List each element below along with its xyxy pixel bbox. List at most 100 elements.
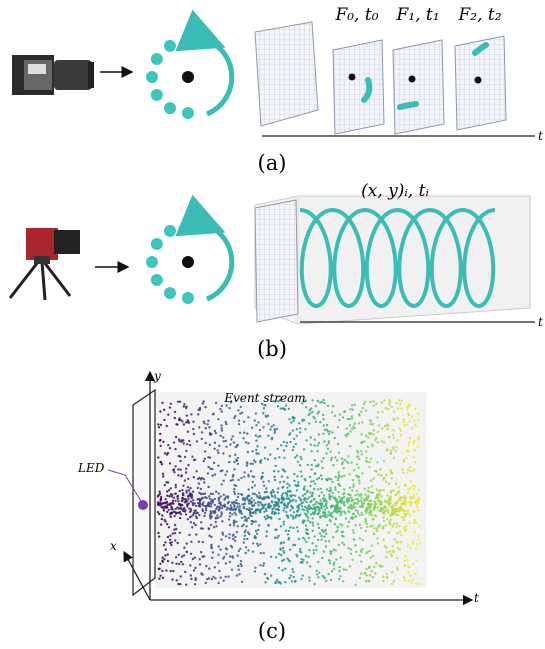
event	[413, 420, 415, 422]
event	[325, 580, 327, 582]
event	[292, 420, 294, 422]
event	[174, 417, 176, 419]
event	[198, 482, 200, 484]
event	[198, 505, 200, 507]
event	[200, 551, 202, 553]
event	[400, 429, 402, 431]
event	[201, 477, 203, 479]
event	[329, 496, 331, 498]
event	[388, 483, 390, 485]
event	[383, 460, 385, 462]
event	[233, 441, 235, 443]
event	[371, 525, 373, 527]
event	[191, 495, 193, 497]
event	[184, 456, 186, 458]
event	[174, 500, 176, 502]
event	[354, 404, 356, 406]
event	[358, 458, 360, 460]
event	[209, 444, 211, 446]
path	[393, 40, 444, 134]
event	[181, 439, 183, 441]
event	[181, 489, 183, 491]
event	[269, 428, 271, 430]
event	[294, 495, 296, 497]
event	[382, 539, 384, 541]
event	[202, 527, 204, 529]
event	[360, 411, 362, 413]
event	[405, 555, 407, 557]
event	[174, 448, 176, 450]
event	[276, 579, 278, 581]
event	[252, 463, 254, 465]
event	[404, 510, 406, 512]
event	[291, 500, 293, 502]
event	[419, 542, 421, 544]
event	[318, 571, 320, 573]
event	[190, 413, 192, 415]
event	[215, 491, 217, 493]
event	[190, 574, 192, 576]
event	[203, 555, 205, 557]
event	[349, 430, 351, 432]
event	[206, 423, 208, 425]
event	[375, 403, 377, 405]
caption: (c)	[258, 619, 286, 643]
event	[392, 525, 394, 527]
event	[333, 568, 335, 570]
event	[334, 415, 336, 417]
event	[255, 520, 257, 522]
event	[322, 418, 324, 420]
event	[321, 467, 323, 469]
event	[369, 550, 371, 552]
event	[205, 427, 207, 429]
event	[327, 405, 329, 407]
event	[309, 491, 311, 493]
event	[364, 500, 366, 502]
event	[388, 501, 390, 503]
event	[256, 533, 258, 535]
event	[187, 431, 189, 433]
event	[350, 497, 352, 499]
event	[378, 490, 380, 492]
event	[412, 442, 414, 444]
event	[315, 501, 317, 503]
event	[221, 483, 223, 485]
event	[298, 422, 300, 424]
event	[366, 526, 368, 528]
event	[229, 555, 231, 557]
event	[389, 401, 391, 403]
event	[210, 505, 212, 507]
event	[364, 498, 366, 500]
event	[370, 479, 372, 481]
event	[223, 440, 225, 442]
rect	[54, 60, 92, 90]
event	[412, 543, 414, 545]
event	[317, 444, 319, 446]
event	[353, 484, 355, 486]
event	[359, 524, 361, 526]
event	[190, 521, 192, 523]
event	[269, 453, 271, 455]
event	[327, 573, 329, 575]
event	[396, 500, 398, 502]
event	[347, 455, 349, 457]
event	[162, 473, 164, 475]
event	[273, 470, 275, 472]
event	[160, 496, 162, 498]
event	[386, 573, 388, 575]
event	[183, 442, 185, 444]
event	[384, 505, 386, 507]
event	[179, 517, 181, 519]
event	[404, 579, 406, 581]
event	[345, 517, 347, 519]
event	[167, 560, 169, 562]
event	[403, 527, 405, 529]
event	[297, 461, 299, 463]
event	[372, 518, 374, 520]
event	[257, 501, 259, 503]
event	[304, 538, 306, 540]
event	[228, 537, 230, 539]
event	[299, 464, 301, 466]
event	[283, 521, 285, 523]
event	[255, 412, 257, 414]
